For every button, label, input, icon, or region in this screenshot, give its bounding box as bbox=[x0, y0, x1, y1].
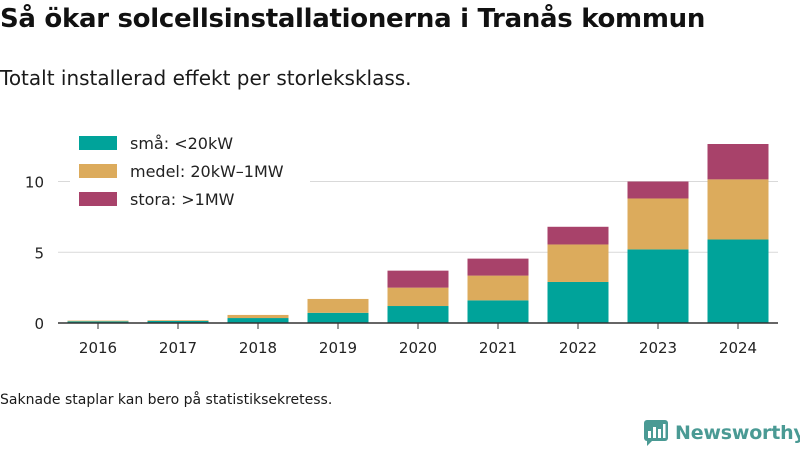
bar-2019-series-1 bbox=[307, 298, 369, 313]
brand-logo[interactable]: Newsworthy bbox=[643, 419, 800, 447]
bar-2020-series-0 bbox=[387, 306, 449, 323]
chart-subtitle: Totalt installerad effekt per storlekskl… bbox=[0, 66, 412, 90]
legend-label-1: medel: 20kW–1MW bbox=[130, 162, 284, 181]
x-tick-label: 2016 bbox=[79, 339, 117, 357]
bar-2023-series-1 bbox=[627, 198, 689, 250]
footnote: Saknade staplar kan bero på statistiksek… bbox=[0, 392, 333, 408]
bars bbox=[67, 144, 769, 323]
y-tick-label: 5 bbox=[34, 244, 44, 262]
legend: små: <20kW medel: 20kW–1MW stora: >1MW bbox=[70, 128, 310, 214]
bar-2023-series-0 bbox=[627, 249, 689, 323]
legend-label-0: små: <20kW bbox=[130, 134, 233, 153]
legend-swatch-0 bbox=[79, 136, 117, 150]
bar-2021-series-2 bbox=[467, 258, 529, 276]
legend-swatch-1 bbox=[79, 164, 117, 178]
bar-2018-series-0 bbox=[227, 318, 289, 323]
bar-2024-series-0 bbox=[707, 239, 769, 323]
chart-title: Så ökar solcellsinstallationerna i Tranå… bbox=[0, 4, 706, 34]
y-axis: 0 5 10 bbox=[25, 174, 44, 334]
x-tick-label: 2020 bbox=[399, 339, 437, 357]
x-tick-label: 2019 bbox=[319, 339, 357, 357]
bar-2021-series-1 bbox=[467, 275, 529, 301]
bar-2022-series-0 bbox=[547, 281, 609, 323]
newsworthy-chat-bars-icon bbox=[644, 420, 668, 446]
x-tick-label: 2022 bbox=[559, 339, 597, 357]
bar-2016-series-0 bbox=[67, 321, 129, 323]
bar-2023-series-2 bbox=[627, 181, 689, 199]
legend-label-2: stora: >1MW bbox=[130, 190, 235, 209]
bar-2022-series-1 bbox=[547, 244, 609, 282]
x-tick-label: 2021 bbox=[479, 339, 517, 357]
bar-2018-series-1 bbox=[227, 314, 289, 319]
bar-2017-series-0 bbox=[147, 320, 209, 323]
y-tick-label: 0 bbox=[34, 315, 44, 333]
x-tick-label: 2024 bbox=[719, 339, 757, 357]
bar-2020-series-2 bbox=[387, 270, 449, 288]
bar-2022-series-2 bbox=[547, 226, 609, 245]
x-tick-label: 2023 bbox=[639, 339, 677, 357]
bar-2024-series-2 bbox=[707, 144, 769, 180]
bar-2024-series-1 bbox=[707, 179, 769, 240]
bar-2017-series-1 bbox=[147, 320, 209, 321]
brand-name: Newsworthy bbox=[675, 422, 800, 444]
x-tick-label: 2018 bbox=[239, 339, 277, 357]
x-axis: 2016 2017 2018 2019 2020 2021 2022 2023 2024 bbox=[58, 322, 778, 357]
bar-2019-series-0 bbox=[307, 312, 369, 323]
bar-2021-series-0 bbox=[467, 300, 529, 323]
bar-2020-series-1 bbox=[387, 287, 449, 307]
legend-swatch-2 bbox=[79, 192, 117, 206]
bar-2016-series-1 bbox=[67, 320, 129, 322]
stacked-bar-chart: 2016 2017 2018 2019 2020 2021 2022 2023 2024 0 5 1… bbox=[24, 128, 778, 357]
x-tick-label: 2017 bbox=[159, 339, 197, 357]
y-tick-label: 10 bbox=[25, 174, 44, 192]
